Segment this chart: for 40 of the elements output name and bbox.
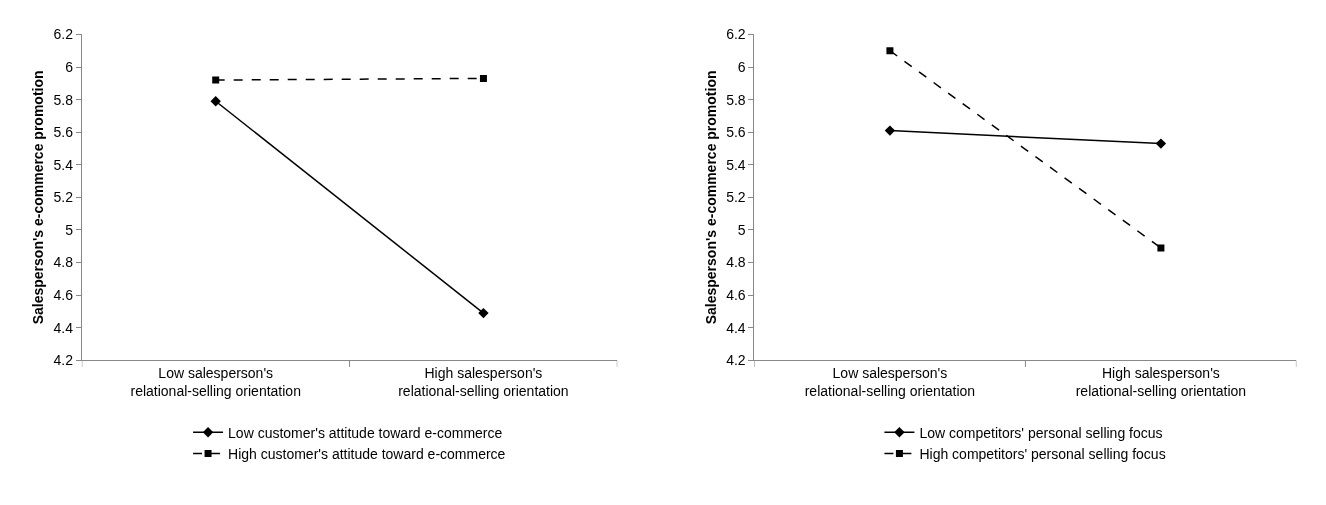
point (212, 76, 220, 84)
y-tick-label: 5.2 (726, 189, 746, 206)
y-tick-label: 6 (737, 58, 746, 75)
y-tick-label: 5.6 (726, 124, 746, 141)
y-tick-label: 6.2 (726, 26, 746, 43)
y-tick-label: 5 (737, 221, 746, 238)
legend-label: High customer's attitude toward e-commerce (228, 445, 506, 462)
y-tick-label: 4.2 (726, 352, 746, 369)
y-tick-label: 4.8 (53, 254, 74, 271)
point (479, 74, 487, 82)
y-axis-title: Salesperson's e-commerce promotion (30, 70, 47, 325)
point (1157, 244, 1165, 252)
y-tick-label: 5.4 (726, 156, 746, 173)
point (884, 125, 896, 136)
y-tick-label: 5.2 (53, 189, 74, 206)
y-tick-label: 5.4 (53, 156, 74, 173)
y-tick-label: 5.8 (53, 91, 74, 108)
y-tick-label: 4.2 (53, 352, 74, 369)
point (210, 96, 221, 107)
point (478, 307, 489, 319)
x-tick-label: High salesperson's relational-selling orientation (1075, 365, 1247, 400)
legend-label: Low competitors' personal selling focus (919, 424, 1163, 441)
point (1155, 138, 1167, 149)
y-tick-label: 5.8 (726, 91, 746, 108)
y-tick-label: 6.2 (53, 26, 74, 43)
y-tick-label: 4.6 (53, 287, 74, 304)
y-tick-label: 4.8 (726, 254, 746, 271)
point (886, 47, 894, 55)
x-tick-label: High salesperson's relational-selling orientation (398, 365, 569, 400)
x-tick-label: Low salesperson's relational-selling orientation (804, 365, 976, 400)
legend-label: Low customer's attitude toward e-commerce (228, 424, 503, 441)
y-tick-label: 6 (65, 58, 74, 75)
y-tick-label: 4.6 (726, 287, 746, 304)
y-tick-label: 4.4 (53, 319, 74, 336)
y-tick-label: 4.4 (726, 319, 746, 336)
y-tick-label: 5 (65, 221, 74, 238)
y-tick-label: 5.6 (53, 124, 74, 141)
y-axis-title: Salesperson's e-commerce promotion (702, 70, 719, 325)
x-tick-label: Low salesperson's relational-selling orientation (130, 365, 301, 400)
legend-label: High competitors' personal selling focus (919, 445, 1166, 462)
